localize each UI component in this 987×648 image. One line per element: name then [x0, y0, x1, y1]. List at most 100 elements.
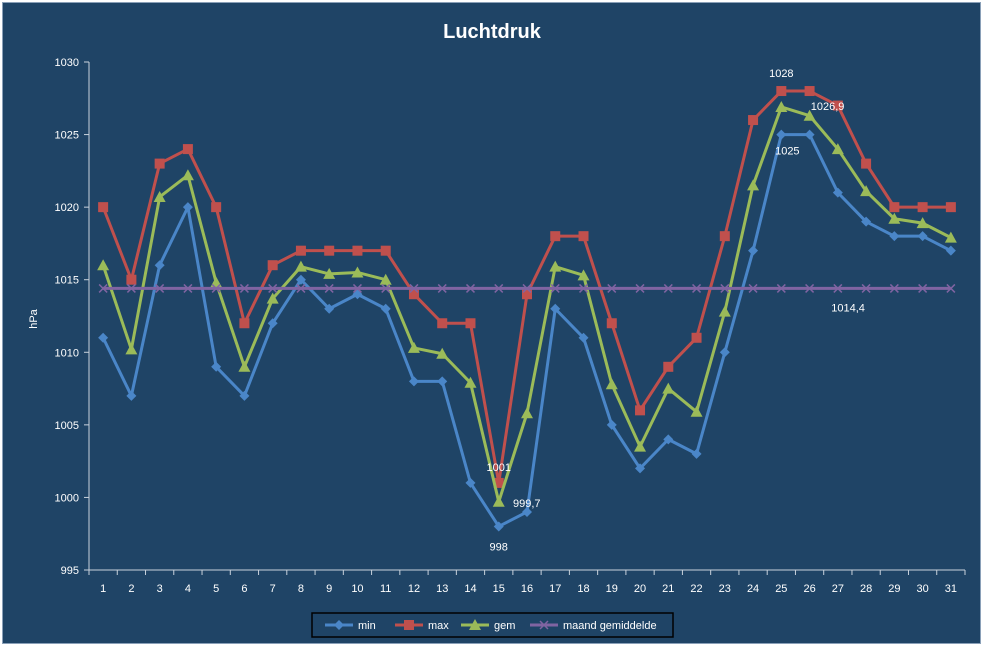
data-point-maand-gemiddelde — [635, 283, 645, 293]
data-point-gem — [323, 267, 336, 279]
x-tick-label: 16 — [521, 583, 533, 595]
legend-swatch-marker — [334, 620, 344, 630]
data-point-min — [945, 245, 956, 256]
data-point-min — [861, 216, 872, 227]
data-point-min — [380, 303, 391, 314]
data-point-gem — [181, 169, 194, 181]
data-point-gem — [294, 260, 307, 272]
x-tick-label: 7 — [270, 583, 276, 595]
data-point-gem — [549, 260, 562, 272]
data-point-min — [832, 187, 843, 198]
data-point-maand-gemiddelde — [748, 283, 758, 293]
data-point-min — [352, 289, 363, 300]
legend-swatch-marker — [404, 620, 414, 630]
data-point-maand-gemiddelde — [126, 283, 136, 293]
y-tick-label: 1010 — [55, 347, 79, 359]
data-point-maand-gemiddelde — [239, 283, 249, 293]
data-point-maand-gemiddelde — [776, 283, 786, 293]
data-labels: 1028 1026,9 1025 1001 999,7 998 1014,4 — [486, 68, 864, 553]
y-tick-label: 1020 — [55, 202, 79, 214]
x-tick-label: 25 — [775, 583, 787, 595]
legend-item-maand-gemiddelde: maand gemiddelde — [530, 620, 657, 632]
y-axis-title: hPa — [28, 308, 40, 328]
data-point-maand-gemiddelde — [437, 283, 447, 293]
data-point-gem — [407, 341, 420, 353]
data-point-maand-gemiddelde — [946, 283, 956, 293]
data-point-maand-gemiddelde — [155, 283, 165, 293]
legend-swatch-marker — [539, 620, 549, 630]
legend-item-max: max — [395, 620, 449, 632]
data-point-min — [635, 463, 646, 474]
x-tick-label: 14 — [464, 583, 476, 595]
data-point-max — [465, 318, 476, 329]
data-point-min — [324, 303, 335, 314]
data-point-min — [663, 434, 674, 445]
series-line-min — [101, 133, 952, 528]
data-point-max — [437, 318, 448, 329]
data-point-maand-gemiddelde — [352, 283, 362, 293]
x-tick-label: 3 — [157, 583, 163, 595]
x-tick-label: 1 — [100, 583, 106, 595]
data-point-max — [861, 158, 872, 169]
data-point-min — [267, 318, 278, 329]
data-point-max — [98, 202, 109, 213]
y-tick-label: 1030 — [55, 57, 79, 69]
data-point-gem — [690, 405, 703, 417]
data-label: 1001 — [486, 462, 510, 474]
data-point-gem — [97, 259, 110, 271]
chart-title: Luchtdruk — [443, 21, 542, 43]
data-point-max — [691, 332, 702, 343]
x-tick-labels: 1 2 3 4 5 6 7 8 9 10 11 12 13 14 15 16 17 18 19 20 21 22 23 24 2… — [88, 570, 966, 595]
data-point-max — [719, 231, 730, 242]
data-point-maand-gemiddelde — [720, 283, 730, 293]
data-point-min — [465, 477, 476, 488]
data-point-max — [522, 289, 532, 300]
axes — [88, 62, 965, 571]
data-point-gem — [266, 292, 279, 304]
data-point-max — [663, 361, 674, 372]
data-point-min — [437, 376, 448, 387]
data-point-max — [295, 245, 306, 256]
x-tick-label: 31 — [945, 583, 957, 595]
data-point-maand-gemiddelde — [607, 283, 617, 293]
data-label: 1025 — [775, 146, 799, 158]
x-tick-label: 5 — [213, 583, 219, 595]
legend-label: min — [358, 620, 376, 632]
data-point-max — [267, 260, 278, 271]
data-label: 998 — [490, 541, 508, 553]
x-tick-label: 2 — [128, 583, 134, 595]
data-point-max — [211, 202, 222, 213]
data-point-maand-gemiddelde — [465, 283, 476, 293]
data-point-gem — [605, 378, 618, 390]
data-point-min — [408, 376, 419, 387]
data-point-min — [493, 521, 504, 532]
x-tick-label: 4 — [185, 583, 191, 595]
data-point-gem — [860, 185, 873, 197]
data-point-gem — [351, 266, 364, 278]
x-tick-label: 29 — [888, 583, 900, 595]
data-point-maand-gemiddelde — [296, 283, 306, 293]
data-point-gem — [803, 109, 816, 121]
data-point-gem — [662, 382, 675, 394]
data-label: 1028 — [769, 68, 793, 80]
x-tick-label: 15 — [493, 583, 505, 595]
data-point-max — [578, 231, 589, 242]
data-point-maand-gemiddelde — [663, 283, 673, 293]
data-point-gem — [436, 347, 449, 359]
data-point-gem — [634, 440, 647, 452]
data-point-max — [380, 245, 391, 256]
data-point-min — [550, 303, 561, 314]
data-point-maand-gemiddelde — [324, 283, 334, 293]
data-point-gem — [238, 360, 251, 372]
legend: min max gem maand gemiddelde — [311, 612, 674, 638]
series-max — [98, 86, 956, 488]
x-tick-label: 17 — [549, 583, 561, 595]
data-point-maand-gemiddelde — [183, 283, 193, 293]
y-tick-labels: 995 1000 1005 1010 1015 1020 1025 1030 — [55, 57, 89, 577]
data-point-gem — [379, 273, 392, 285]
data-point-min — [295, 274, 306, 285]
data-point-min — [691, 448, 702, 459]
legend-item-gem: gem — [461, 619, 515, 632]
data-point-min — [154, 260, 165, 271]
